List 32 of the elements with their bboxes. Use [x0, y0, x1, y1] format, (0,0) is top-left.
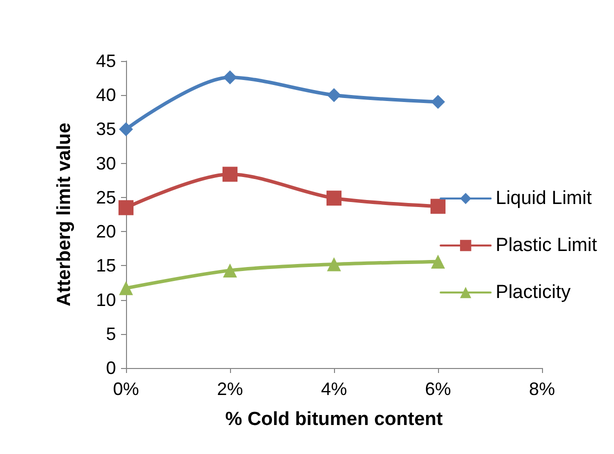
- y-tick-label: 25: [96, 187, 116, 208]
- point: [119, 122, 133, 136]
- x-tick-label: 8%: [528, 379, 556, 399]
- point: [431, 254, 445, 269]
- y-tick-label: 30: [96, 153, 116, 174]
- y-tick-label: 0: [106, 358, 116, 378]
- x-axis-title: % Cold bitumen content: [225, 409, 444, 430]
- y-tick-label: 15: [96, 256, 116, 276]
- legend-label: Placticity: [496, 282, 572, 303]
- y-tick-label: 20: [96, 222, 116, 242]
- legend-label: Plastic Limit: [496, 235, 598, 256]
- point: [327, 257, 341, 272]
- x-tick-label: 6%: [424, 379, 452, 399]
- point: [119, 281, 133, 296]
- point: [223, 263, 237, 278]
- x-tick-label: 4%: [320, 379, 348, 399]
- point: [222, 166, 238, 182]
- point: [430, 198, 446, 214]
- y-tick-label: 40: [96, 85, 116, 106]
- y-tick-label: 10: [96, 290, 116, 310]
- x-tick-label: 0%: [112, 379, 140, 399]
- point: [118, 200, 134, 216]
- y-tick-label: 5: [106, 324, 116, 344]
- point: [327, 88, 341, 102]
- legend-label: Liquid Limit: [496, 188, 592, 209]
- y-tick-label: 45: [96, 51, 116, 71]
- point: [326, 190, 342, 206]
- x-tick-label: 2%: [216, 379, 244, 399]
- y-tick-label: 35: [96, 119, 116, 140]
- point: [223, 70, 237, 84]
- point: [431, 94, 445, 109]
- y-axis-title: Atterberg limit value: [54, 122, 75, 306]
